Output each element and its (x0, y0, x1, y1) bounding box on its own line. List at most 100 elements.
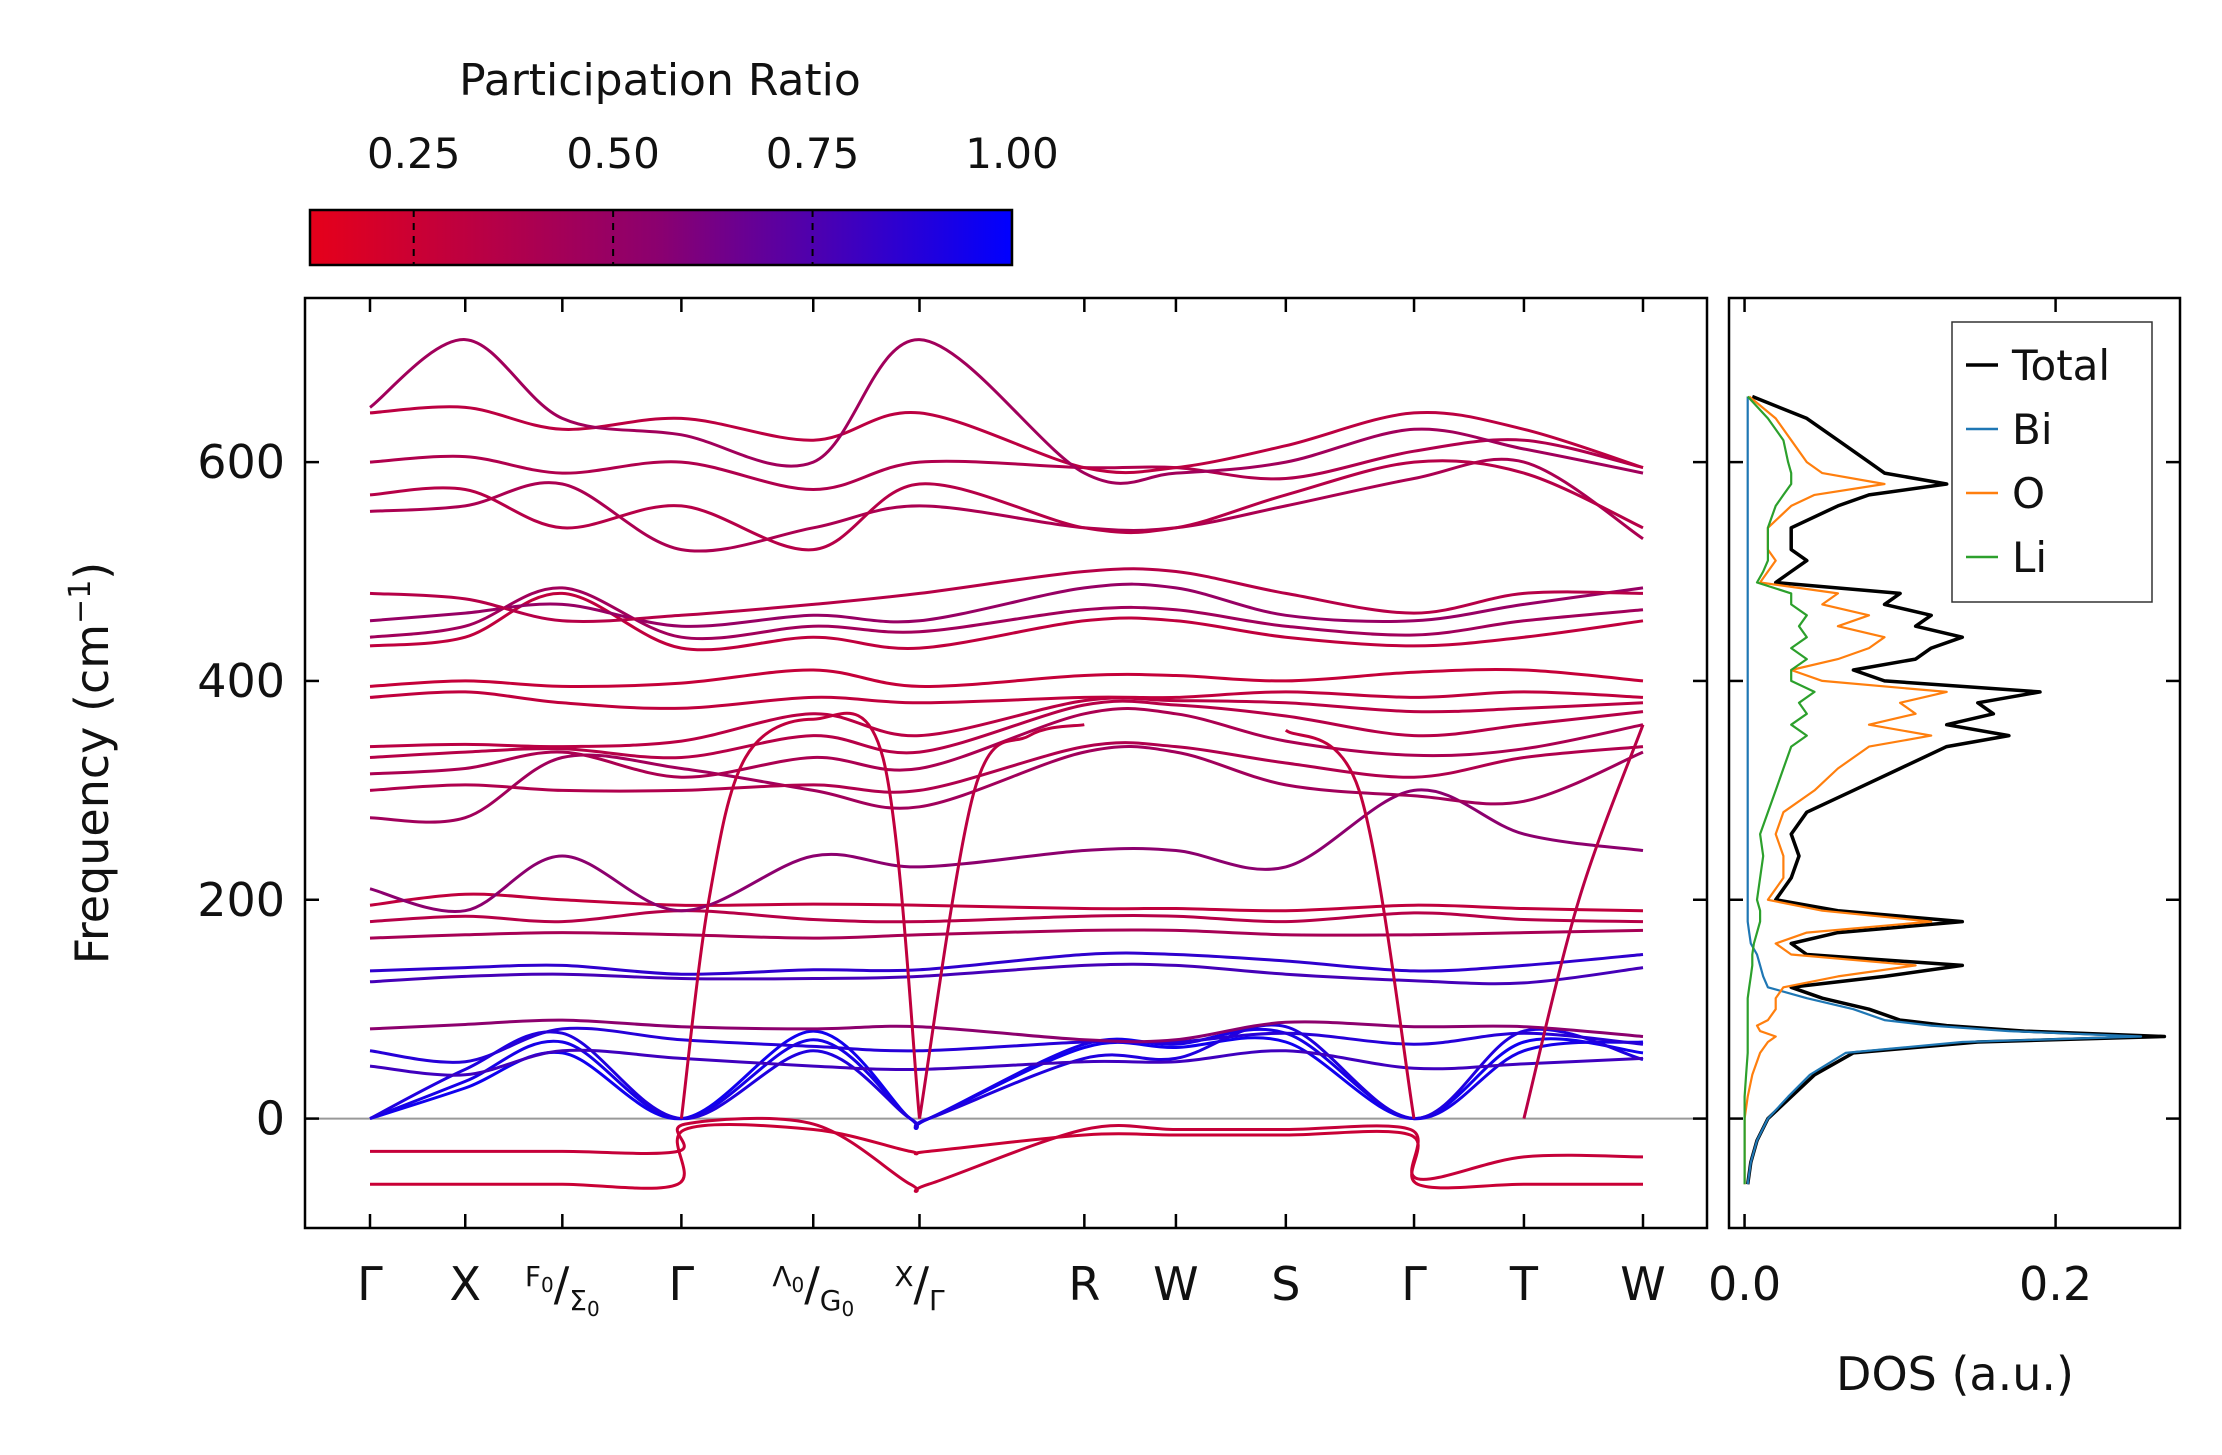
band-high-5 (369, 696, 1644, 749)
band-mid-5 (369, 892, 1644, 913)
kpoint-sub-lower: 0 (841, 1297, 854, 1321)
legend-label-li: Li (2012, 533, 2047, 582)
band-acoustic-2 (369, 1027, 1644, 1130)
dos-xtick-label: 0.0 (1708, 1257, 1781, 1311)
ylabel-sup: −1 (63, 580, 98, 624)
kpoint-label: W (1620, 1257, 1665, 1311)
dos-legend: Total Bi O Li (1951, 321, 2153, 603)
kpoint-label-upper: X (894, 1260, 913, 1293)
band-ytick-label: 600 (197, 435, 285, 489)
band-y-label: Frequency (cm−1) (63, 562, 119, 965)
kpoint-label: R (1068, 1257, 1100, 1311)
kpoint-label: Λ0/G0 (772, 1257, 854, 1321)
band-ytick-label: 0 (256, 1092, 285, 1146)
colorbar-ticks: 0.25 0.50 0.75 1.00 (367, 129, 1059, 265)
dos-lines (1743, 394, 2167, 1185)
dos-series-o (1743, 395, 1948, 1185)
band-top-3 (369, 438, 1644, 491)
kpoint-label-text: T (1509, 1257, 1539, 1311)
band-high-4 (369, 699, 1644, 760)
band-frame (303, 296, 1709, 1230)
dos-frame (1727, 296, 2182, 1230)
band-high-1 (369, 745, 1644, 824)
band-high-11 (369, 567, 1644, 624)
colorbar-tick-label: 0.75 (766, 129, 860, 178)
band-ytick-label: 400 (197, 654, 285, 708)
band-high-2 (369, 741, 1644, 794)
band-high-8 (369, 591, 1644, 652)
legend-label-o: O (2012, 469, 2045, 518)
colorbar-tick-label: 1.00 (965, 129, 1059, 178)
kpoint-label-text: Γ (357, 1257, 383, 1311)
band-mid-6 (369, 788, 1644, 914)
kpoint-label: T (1509, 1257, 1539, 1311)
band-y-axis: 0 200 400 600 (197, 435, 1707, 1146)
band-low-1 (369, 1048, 1644, 1077)
ylabel-end: ) (65, 562, 119, 580)
band-x-axis: Γ X F0/Σ0 Γ Λ0/G0X/Γ R W S Γ T W (357, 298, 1666, 1321)
ylabel-main: Frequency (cm (65, 624, 119, 964)
kpoint-sub-upper: 0 (541, 1273, 554, 1297)
colorbar: Participation Ratio 0.25 0.50 0.75 1.00 (308, 55, 1059, 267)
band-steep-2 (918, 723, 1085, 1119)
kpoint-label: Γ (669, 1257, 695, 1311)
kpoint-label-text: W (1620, 1257, 1665, 1311)
kpoint-label-lower: Γ (929, 1284, 945, 1317)
kpoint-sub-upper: 0 (792, 1273, 805, 1297)
band-steep-4 (1522, 724, 1645, 1119)
band-mid-3 (369, 928, 1644, 940)
kpoint-label-text: X (449, 1257, 481, 1311)
kpoint-label-upper: Λ (772, 1260, 791, 1293)
kpoint-label-lower: Σ (569, 1284, 587, 1317)
band-ytick-label: 200 (197, 873, 285, 927)
kpoint-label-text: R (1068, 1257, 1100, 1311)
kpoint-label-lower: G (820, 1284, 842, 1317)
kpoint-sub-lower: 0 (587, 1297, 600, 1321)
dos-series-li (1743, 395, 1816, 1185)
dos-panel: 0.0 0.2 DOS (a.u.) Total Bi O Li (1708, 296, 2182, 1401)
kpoint-label-upper: F (525, 1260, 541, 1293)
kpoint-slash: / (804, 1257, 820, 1311)
band-high-10 (369, 582, 1644, 628)
kpoint-label: Γ (357, 1257, 383, 1311)
kpoint-label-text: S (1271, 1257, 1300, 1311)
kpoint-label: W (1153, 1257, 1198, 1311)
dos-y-ticks (1729, 460, 2180, 1120)
band-high-7 (369, 667, 1644, 688)
colorbar-title: Participation Ratio (459, 55, 861, 106)
colorbar-tick-label: 0.50 (566, 129, 660, 178)
band-low-2 (369, 1026, 1644, 1064)
colorbar-tick-label: 0.25 (367, 129, 461, 178)
band-mid-1 (369, 962, 1644, 986)
band-mid-2 (369, 951, 1644, 976)
band-top-1 (369, 457, 1644, 553)
colorbar-gradient (308, 208, 1014, 267)
band-steep-1 (679, 711, 921, 1119)
dos-x-axis: 0.0 0.2 (1708, 298, 2092, 1311)
kpoint-label: S (1271, 1257, 1300, 1311)
kpoint-label-text: Γ (669, 1257, 695, 1311)
kpoint-slash: / (914, 1257, 930, 1311)
kpoint-label: X/Γ (894, 1257, 945, 1317)
band-mid-4 (369, 909, 1644, 924)
band-neg-2 (370, 1123, 1643, 1190)
dos-x-label: DOS (a.u.) (1836, 1347, 2074, 1401)
band-low-3 (369, 1018, 1644, 1044)
kpoint-label: X (449, 1257, 481, 1311)
band-neg-1 (369, 1116, 1644, 1193)
band-top-5 (369, 338, 1644, 485)
legend-label-total: Total (2011, 341, 2110, 390)
kpoint-label-text: Γ (1401, 1257, 1427, 1311)
band-acoustic-3 (369, 1023, 1644, 1129)
band-high-9 (369, 586, 1644, 641)
legend-box (1951, 321, 2153, 603)
kpoint-slash: / (554, 1257, 570, 1311)
band-lines (369, 338, 1645, 1193)
dos-xtick-label: 0.2 (2019, 1257, 2092, 1311)
kpoint-label: F0/Σ0 (525, 1257, 600, 1321)
dos-series-bi (1746, 396, 2143, 1185)
band-high-6 (369, 690, 1644, 710)
kpoint-label: Γ (1401, 1257, 1427, 1311)
